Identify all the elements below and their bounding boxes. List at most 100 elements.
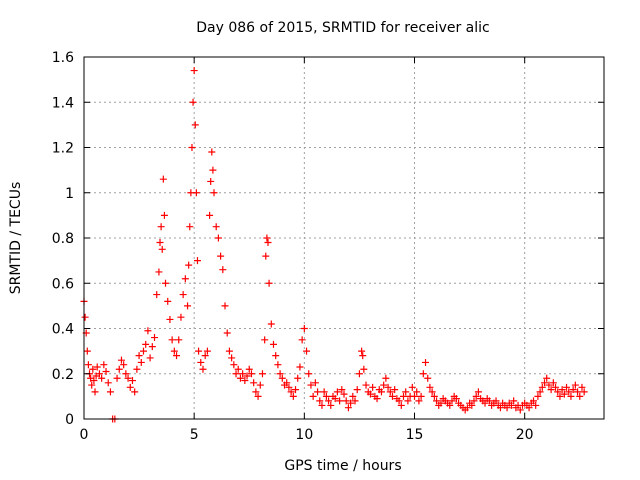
data-point xyxy=(545,381,553,389)
data-point xyxy=(380,381,388,389)
data-point xyxy=(115,365,123,373)
data-point xyxy=(534,392,542,400)
data-point xyxy=(342,397,350,405)
data-point xyxy=(359,352,367,360)
data-point xyxy=(336,397,344,405)
grid-lines xyxy=(84,57,604,419)
data-point xyxy=(408,383,416,391)
data-point xyxy=(292,386,300,394)
x-tick-label: 0 xyxy=(80,427,89,443)
data-point xyxy=(496,404,504,412)
data-point xyxy=(166,315,174,323)
data-point xyxy=(338,386,346,394)
data-point xyxy=(289,392,297,400)
data-point xyxy=(124,374,132,382)
data-point xyxy=(355,370,363,378)
data-point xyxy=(428,388,436,396)
data-point xyxy=(344,404,352,412)
data-point xyxy=(128,377,136,385)
x-axis-ticks: 0 5 10 15 20 xyxy=(80,57,534,443)
data-point xyxy=(126,383,134,391)
data-point xyxy=(351,397,359,405)
data-point xyxy=(287,388,295,396)
data-point xyxy=(243,372,251,380)
data-point xyxy=(164,297,172,305)
data-point xyxy=(188,144,196,151)
data-point xyxy=(397,401,405,409)
data-point xyxy=(272,352,280,360)
data-point xyxy=(264,239,272,247)
data-point xyxy=(536,388,544,396)
data-point xyxy=(83,347,91,355)
data-point xyxy=(186,223,194,231)
data-point xyxy=(580,388,588,396)
data-point xyxy=(547,386,555,394)
data-point xyxy=(358,347,366,355)
data-point xyxy=(185,261,193,269)
data-point xyxy=(267,320,275,328)
data-point xyxy=(269,340,277,348)
data-point xyxy=(247,370,255,378)
data-point xyxy=(446,401,454,409)
data-point xyxy=(120,361,128,369)
data-point xyxy=(250,379,258,387)
data-point xyxy=(452,395,460,403)
data-point xyxy=(151,334,159,342)
data-point xyxy=(318,401,326,409)
data-point xyxy=(567,392,575,400)
data-point xyxy=(532,401,540,409)
data-point xyxy=(265,279,273,287)
data-point xyxy=(100,361,108,369)
y-tick-label: 0.2 xyxy=(52,367,74,383)
y-tick-label: 0.8 xyxy=(52,231,74,247)
data-point xyxy=(245,365,253,373)
data-point xyxy=(472,392,480,400)
data-point xyxy=(262,252,270,260)
data-point xyxy=(305,370,313,378)
data-point xyxy=(404,397,412,405)
data-point xyxy=(201,352,209,360)
data-point xyxy=(234,365,242,373)
data-point xyxy=(214,234,222,242)
data-point xyxy=(95,370,103,378)
data-point xyxy=(529,397,537,405)
data-point xyxy=(384,383,392,391)
data-point xyxy=(177,313,185,321)
data-point xyxy=(153,291,161,299)
data-point xyxy=(122,370,130,378)
data-point xyxy=(433,397,441,405)
data-point xyxy=(106,388,114,396)
data-point xyxy=(426,383,434,391)
data-point xyxy=(199,365,207,373)
data-point xyxy=(556,392,564,400)
data-point xyxy=(552,383,560,391)
data-point xyxy=(373,395,381,403)
data-point xyxy=(192,189,200,197)
data-point xyxy=(399,392,407,400)
data-point xyxy=(146,354,154,362)
data-point xyxy=(133,365,141,373)
data-point xyxy=(98,374,106,382)
data-point xyxy=(89,365,97,373)
data-point xyxy=(349,392,357,400)
y-tick-label: 1.2 xyxy=(52,141,74,157)
data-point xyxy=(170,347,178,355)
data-point xyxy=(90,377,98,385)
data-point xyxy=(144,327,152,335)
data-point xyxy=(160,211,168,219)
data-point xyxy=(474,388,482,396)
data-point xyxy=(210,189,218,197)
data-point xyxy=(549,379,557,387)
data-point xyxy=(285,383,293,391)
data-point xyxy=(168,336,176,344)
data-point xyxy=(102,367,110,375)
data-point xyxy=(369,383,377,391)
data-point xyxy=(333,388,341,396)
data-point xyxy=(236,374,244,382)
data-point xyxy=(208,148,216,156)
data-point xyxy=(327,401,335,409)
data-point xyxy=(419,370,427,378)
data-point xyxy=(230,361,238,369)
data-point xyxy=(181,275,189,283)
x-tick-label: 15 xyxy=(406,427,424,443)
